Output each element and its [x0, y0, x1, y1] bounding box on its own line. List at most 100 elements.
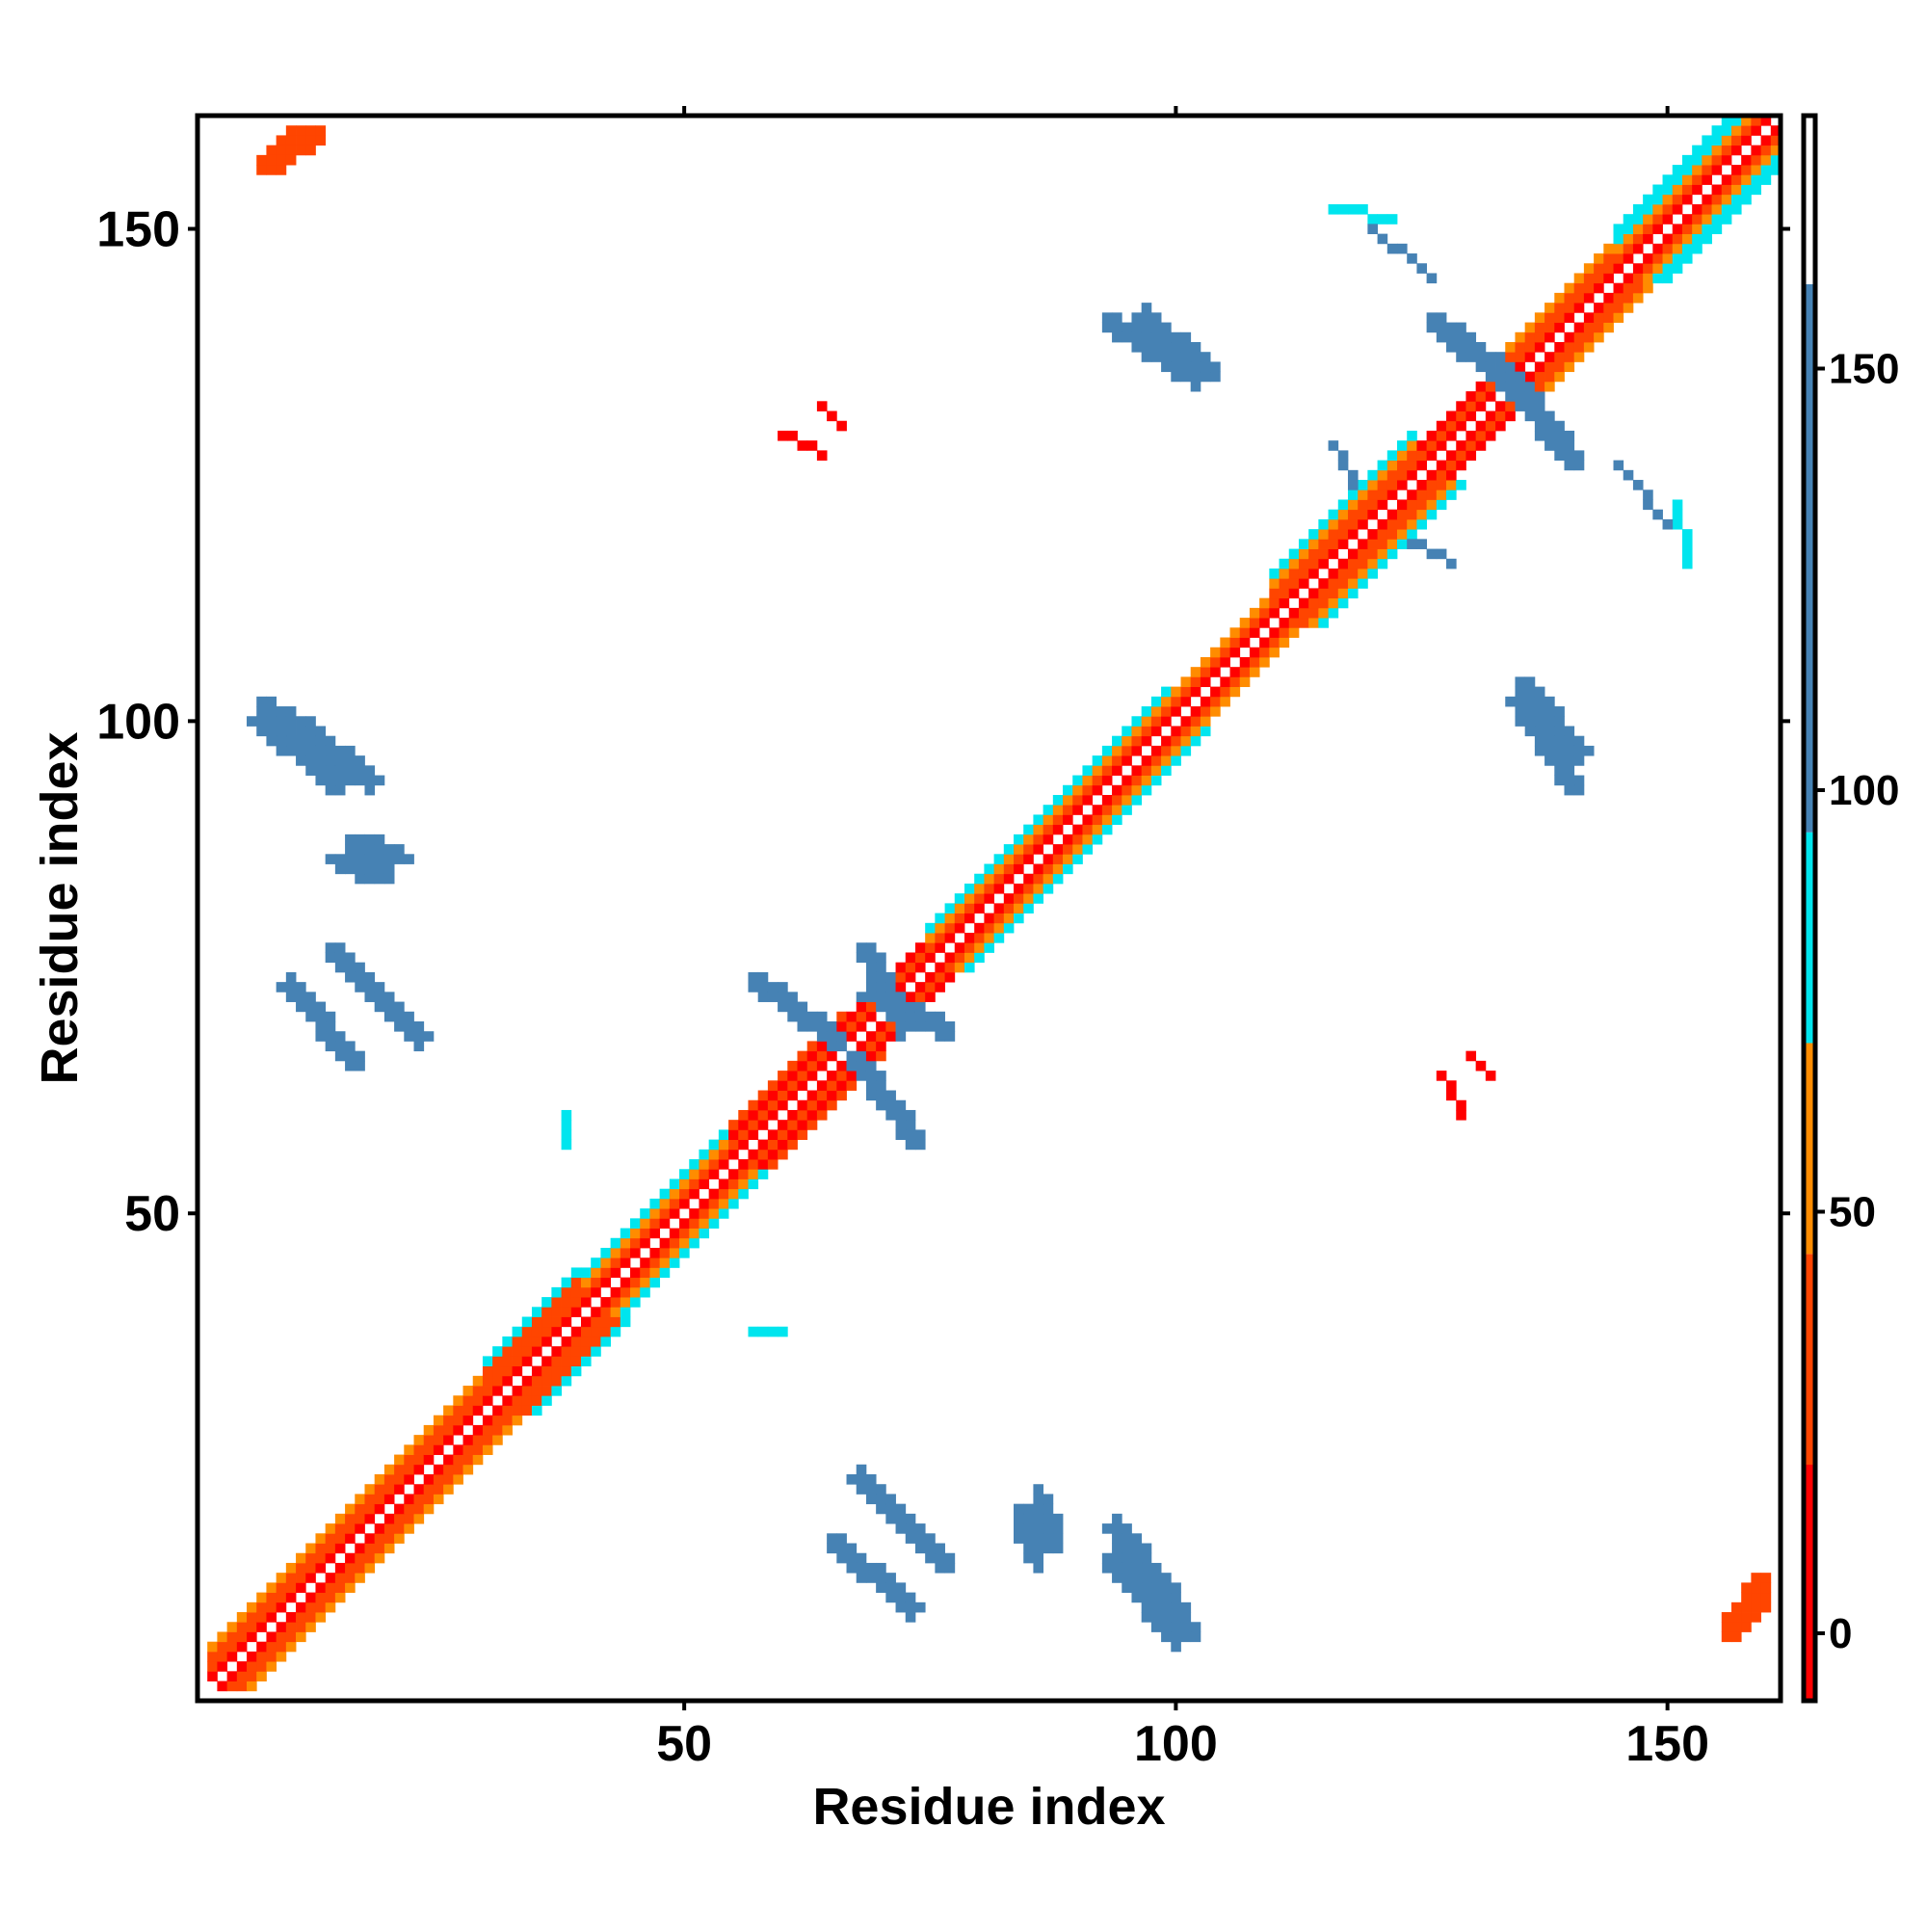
heatmap-cell [1298, 558, 1309, 569]
heatmap-cell [1573, 303, 1585, 313]
heatmap-cell [1594, 312, 1604, 323]
heatmap-cell [541, 1395, 552, 1406]
heatmap-cell [914, 1523, 926, 1534]
heatmap-cell [1495, 410, 1506, 422]
heatmap-cell [502, 1395, 513, 1406]
heatmap-cell [778, 1071, 788, 1081]
heatmap-cell [1564, 292, 1575, 304]
heatmap-cell [1101, 1552, 1113, 1564]
heatmap-cell [492, 1356, 503, 1367]
heatmap-cell [345, 1582, 356, 1594]
heatmap-cell [846, 1552, 858, 1564]
heatmap-cell [531, 1395, 542, 1406]
heatmap-cell [1544, 755, 1555, 766]
heatmap-cell [1101, 814, 1113, 826]
heatmap-cell [1131, 331, 1143, 343]
heatmap-cell [1643, 263, 1653, 274]
heatmap-cell [531, 1346, 542, 1357]
heatmap-cell [1564, 784, 1575, 796]
heatmap-cell [984, 942, 994, 953]
heatmap-cell [1052, 824, 1064, 835]
heatmap-cell [1554, 745, 1565, 756]
heatmap-cell [1101, 322, 1113, 333]
heatmap-cell [1249, 656, 1260, 668]
heatmap-cell [433, 1484, 444, 1495]
heatmap-cell [1652, 203, 1663, 215]
heatmap-cell [738, 1109, 749, 1121]
heatmap-cell [374, 863, 385, 875]
heatmap-cell [1298, 548, 1309, 560]
heatmap-cell [846, 1021, 858, 1032]
heatmap-cell [659, 1208, 671, 1219]
x-axis-title: Residue index [812, 1778, 1165, 1836]
heatmap-cell [1416, 539, 1428, 549]
colorbar-tick-label: 150 [1829, 346, 1899, 393]
heatmap-cell [993, 903, 1005, 914]
heatmap-cell [1662, 253, 1674, 264]
heatmap-cell [1269, 588, 1280, 599]
heatmap-cell [1358, 509, 1368, 520]
heatmap-cell [708, 1149, 720, 1160]
heatmap-cell [905, 952, 916, 964]
heatmap-cell [1397, 243, 1408, 254]
heatmap-cell [885, 1001, 896, 1013]
heatmap-cell [1426, 450, 1438, 462]
heatmap-cell [1171, 1631, 1181, 1643]
heatmap-cell [689, 1218, 700, 1229]
heatmap-cell [1534, 322, 1545, 333]
heatmap-cell [905, 1021, 916, 1032]
heatmap-cell [925, 971, 936, 983]
heatmap-cell [266, 706, 277, 717]
heatmap-cell [757, 971, 769, 983]
heatmap-cell [1259, 618, 1270, 628]
heatmap-cell [1386, 460, 1398, 471]
heatmap-cell [620, 1228, 631, 1239]
heatmap-cell [1161, 1612, 1172, 1623]
heatmap-cell [1190, 706, 1201, 717]
heatmap-cell [1741, 125, 1752, 136]
heatmap-cell [1465, 391, 1477, 402]
heatmap-cell [472, 1405, 484, 1416]
heatmap-cell [1131, 1573, 1143, 1583]
heatmap-cell [984, 913, 994, 924]
heatmap-cell [315, 1001, 327, 1013]
x-tick-label: 50 [656, 1716, 712, 1772]
heatmap-cell [305, 1622, 316, 1632]
heatmap-cell [640, 1208, 650, 1219]
heatmap-cell [1337, 518, 1349, 530]
heatmap-cell [1358, 518, 1368, 530]
heatmap-cell [1033, 883, 1044, 894]
heatmap-cell [1377, 214, 1388, 225]
heatmap-cell [1623, 224, 1634, 235]
heatmap-cell [512, 1356, 523, 1367]
heatmap-cell [1436, 430, 1447, 441]
heatmap-cell [1043, 873, 1054, 885]
heatmap-cell [1643, 233, 1653, 245]
heatmap-cell [865, 971, 877, 983]
heatmap-cell [1337, 509, 1349, 520]
heatmap-cell [1554, 716, 1565, 727]
heatmap-cell [1358, 203, 1368, 215]
heatmap-cell [1505, 391, 1516, 402]
heatmap-cell [1662, 243, 1674, 254]
heatmap-cell [256, 1651, 267, 1662]
heatmap-cell [217, 1651, 228, 1662]
heatmap-cell [1308, 618, 1319, 628]
heatmap-cell [1033, 1543, 1044, 1554]
heatmap-cell [1141, 784, 1152, 796]
heatmap-cell [1150, 342, 1162, 353]
heatmap-cell [1672, 518, 1683, 530]
heatmap-cell [374, 1474, 385, 1485]
heatmap-cell [1623, 243, 1634, 254]
heatmap-cell [1760, 174, 1772, 185]
heatmap-cell [453, 1424, 463, 1436]
heatmap-cell [364, 1494, 376, 1505]
heatmap-cell [1711, 135, 1723, 146]
heatmap-cell [276, 745, 287, 756]
heatmap-cell [1721, 214, 1732, 225]
heatmap-cell [1760, 165, 1772, 175]
heatmap-cell [1112, 735, 1122, 747]
heatmap-cell [1052, 795, 1064, 806]
heatmap-cell [1515, 401, 1526, 411]
heatmap-cell [492, 1375, 503, 1387]
